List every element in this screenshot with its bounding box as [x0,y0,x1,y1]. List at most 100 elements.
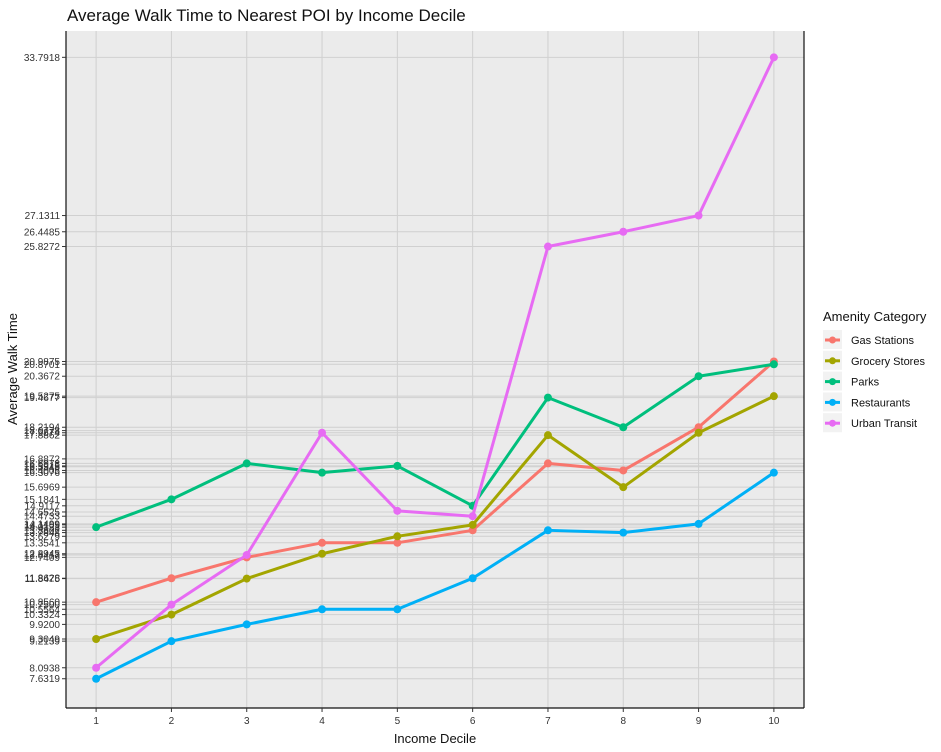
legend-label: Urban Transit [851,418,917,430]
y-tick-label: 14.4733 [24,512,61,523]
y-tick-label: 10.7500 [24,600,61,611]
series-line [94,362,776,529]
data-point [468,526,477,535]
legend-label: Gas Stations [851,335,914,347]
series-lines [92,53,778,683]
x-tick-label: 9 [696,716,702,727]
series-line [94,359,776,604]
y-tick-label: 14.9117 [25,501,61,512]
data-point [468,574,477,583]
data-point [769,468,778,477]
data-point [318,468,327,477]
data-point [393,538,402,547]
legend-label: Restaurants [851,397,911,409]
y-tick-label: 10.3324 [24,610,61,621]
legend-key-point [829,419,836,427]
y-tick-label: 8.0938 [29,663,60,674]
y-tick-label: 15.6969 [24,483,61,494]
series-line [94,394,776,641]
legend-key-point [829,378,836,386]
x-axis-title: Income Decile [394,731,476,746]
data-point [242,574,251,583]
data-point [543,393,552,402]
x-tick-label: 6 [470,716,476,727]
y-tick-label: 14.1109 [25,520,61,531]
data-point [167,600,176,609]
data-point [468,520,477,529]
data-point [92,634,101,643]
data-point [543,526,552,535]
legend-label: Grocery Stores [851,356,925,368]
data-point [167,574,176,583]
data-point [694,423,703,432]
data-point [92,523,101,532]
y-tick-label: 18.0778 [24,426,61,437]
data-point [92,663,101,672]
data-point [92,674,101,683]
data-point [167,637,176,646]
data-point [318,538,327,547]
y-tick-label: 17.9874 [24,428,61,439]
y-tick-label: 19.4677 [24,393,61,404]
data-point [694,372,703,381]
y-tick-label: 16.5915 [24,461,61,472]
y-tick-label: 25.8272 [24,242,61,253]
y-tick-label: 14.1499 [24,519,61,530]
y-tick-label: 20.3672 [24,372,61,383]
data-point [619,423,628,432]
data-point [167,495,176,504]
y-tick-label: 10.5564 [24,605,61,616]
series-line [94,55,776,670]
y-tick-label: 14.6525 [24,507,61,518]
data-point [318,605,327,614]
x-tick-label: 8 [620,716,626,727]
y-tick-label: 33.7918 [24,53,61,64]
y-axis-title: Average Walk Time [5,313,20,425]
data-point [242,550,251,559]
y-tick-label: 12.8417 [24,550,61,561]
y-tick-label: 16.5545 [24,462,61,473]
data-point [167,610,176,619]
data-point [769,53,778,62]
data-point [694,211,703,220]
y-tick-label: 13.8802 [24,526,61,537]
chart-title: Average Walk Time to Nearest POI by Inco… [67,6,466,25]
y-tick-label: 14.0133 [24,523,61,534]
series-line [94,471,776,681]
data-point [543,431,552,440]
y-tick-label: 16.6973 [24,459,61,470]
y-tick-label: 9.2139 [29,637,60,648]
x-tick-label: 10 [768,716,780,727]
data-point [393,532,402,541]
y-tick-label: 19.5275 [24,392,61,403]
y-tick-label: 15.1841 [24,495,61,506]
y-tick-label: 20.9875 [24,357,61,368]
y-tick-label: 16.4005 [24,466,61,477]
y-tick-label: 12.7409 [24,553,61,564]
x-tick-label: 5 [395,716,401,727]
y-tick-label: 9.9200 [29,620,60,631]
data-point [393,605,402,614]
x-tick-label: 7 [545,716,551,727]
y-tick-label: 16.3076 [24,468,61,479]
y-tick-label: 27.1311 [25,211,61,222]
data-point [619,528,628,537]
legend-label: Parks [851,377,880,389]
y-tick-label: 18.2194 [24,423,61,434]
data-point [393,461,402,470]
grid-lines [66,31,804,708]
data-point [242,620,251,629]
legend-key-point [829,336,836,344]
y-tick-label: 26.4485 [24,227,61,238]
y-tick-label: 10.8560 [24,598,61,609]
y-tick-label: 7.6319 [29,674,60,685]
data-point [619,227,628,236]
data-point [619,483,628,492]
y-tick-label: 9.3049 [29,634,60,645]
data-point [694,428,703,437]
legend-key-point [829,398,836,406]
data-point [769,360,778,369]
data-point [543,459,552,468]
y-tick-label: 17.8862 [24,431,61,442]
